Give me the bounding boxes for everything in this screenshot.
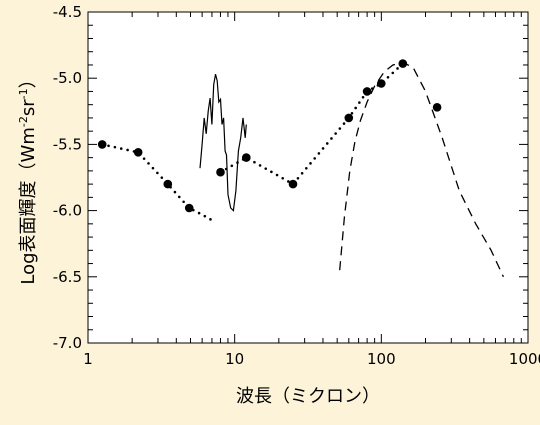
solid-series-line [199,74,247,212]
y-axis-label: Log表面輝度（Wm-2sr-1） [17,70,39,284]
data-point-marker [184,203,194,213]
x-tick-label: 1 [83,350,93,368]
y-label-text: sr [18,99,39,116]
y-axis: -7.0 -6.5 -6.0 -5.5 -5.0 -4.5 [53,3,528,352]
y-tick-label: -6.0 [53,202,82,220]
y-tick-label: -5.0 [53,69,82,87]
y-label-superscript: -2 [17,116,30,127]
series-layer [97,59,504,278]
data-point-marker [432,103,442,112]
y-label-text: Log表面輝度（Wm [18,127,39,284]
x-tick-label: 1000 [509,350,540,368]
y-label-text: ） [18,70,39,88]
y-tick-label: -6.5 [53,268,82,286]
x-axis-label: 波長（ミクロン） [236,386,380,407]
plot-area [87,11,529,344]
y-tick-label: -7.0 [53,334,82,352]
dotted-series-line [219,62,405,186]
y-tick-label: -4.5 [53,3,82,21]
dashed-series-line [339,61,504,278]
y-tick-label: -5.5 [53,135,82,153]
dotted-series-line [100,143,215,223]
data-point-marker [133,148,143,157]
y-label-superscript: -1 [17,88,30,99]
x-tick-label: 100 [367,350,396,368]
x-axis: 1 10 100 1000 [83,12,540,368]
x-tick-label: 10 [225,350,244,368]
